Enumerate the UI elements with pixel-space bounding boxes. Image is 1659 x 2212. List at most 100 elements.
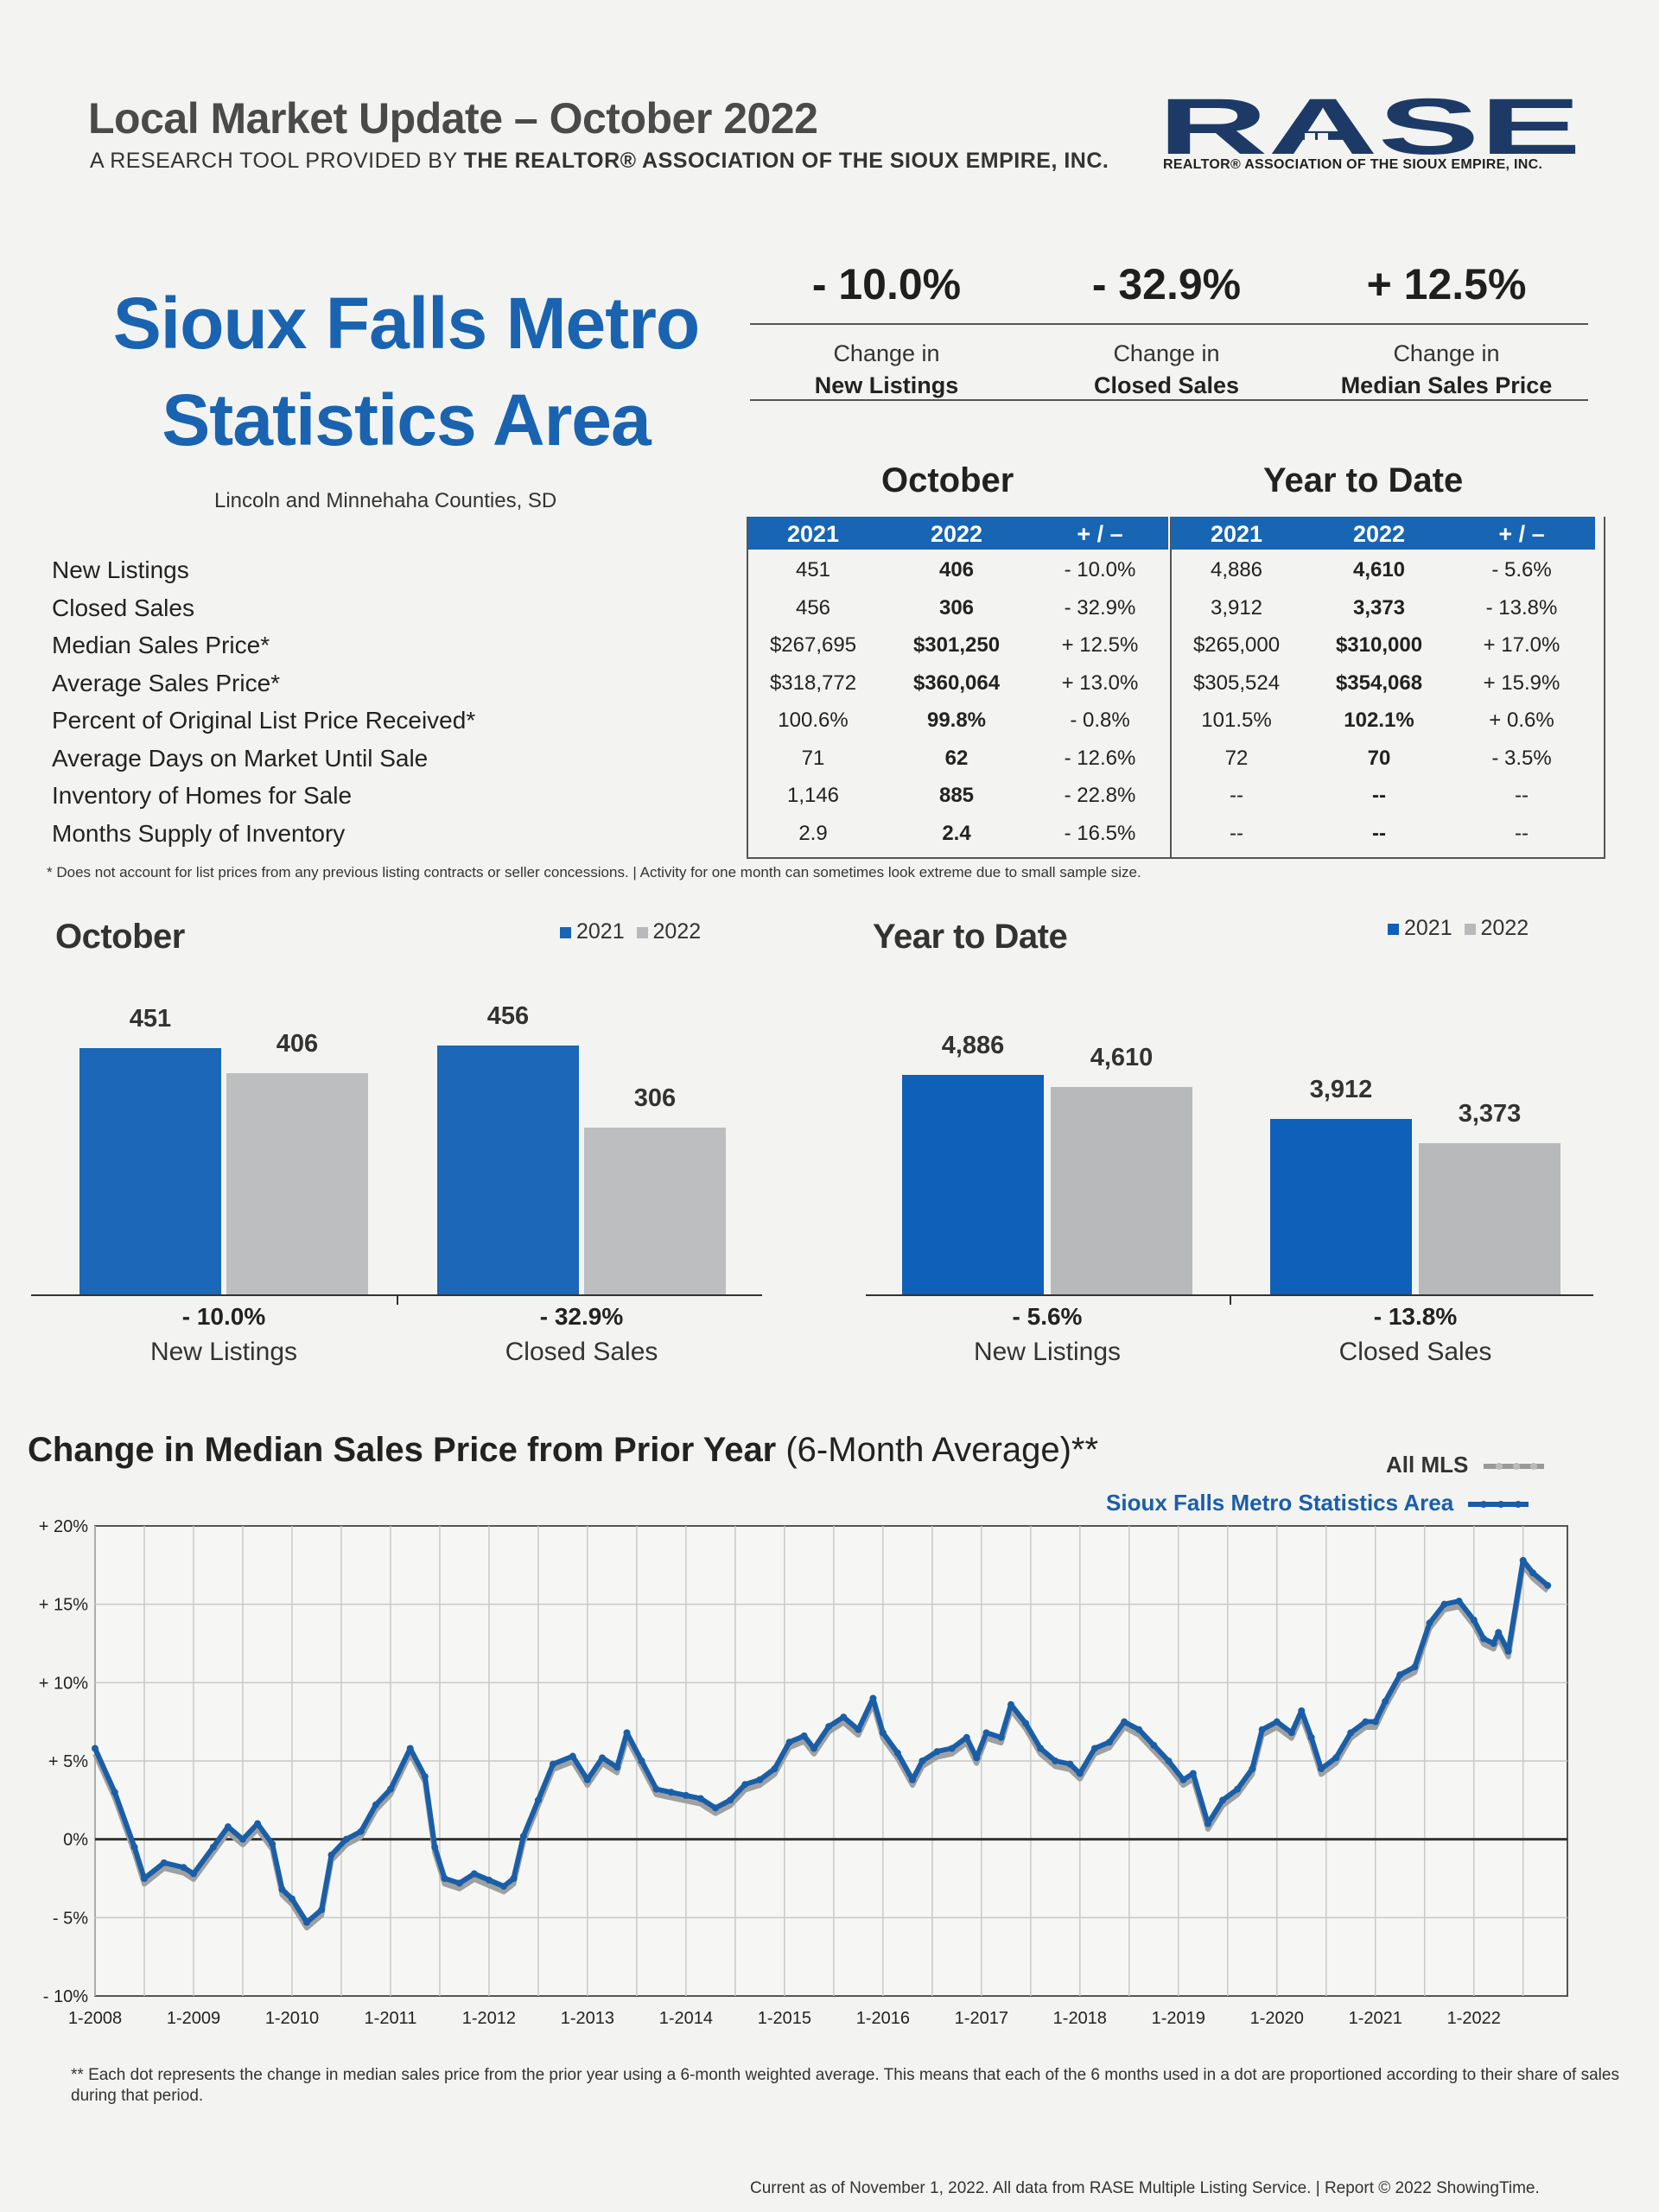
series-point: [500, 1883, 508, 1891]
table-cell: $318,772: [769, 671, 857, 695]
table-row-label: Average Sales Price*: [52, 669, 281, 696]
kpi-value: - 10.0%: [811, 260, 962, 308]
series-point: [696, 1795, 704, 1802]
table-cell: 2.9: [798, 821, 828, 845]
table-cell: 71: [801, 746, 825, 770]
october-chart-title: October: [55, 918, 185, 956]
series-line-all-mls: [92, 1563, 1550, 1931]
table-cell: $265,000: [1192, 633, 1281, 657]
bar-change-label: - 13.8%: [1373, 1303, 1458, 1330]
column-header: 2022: [930, 521, 983, 547]
series-point: [485, 1876, 493, 1884]
series-point: [1105, 1738, 1113, 1746]
series-point: [1219, 1796, 1227, 1804]
area-title: Sioux Falls Metro Statistics Area: [95, 275, 717, 468]
bar-category-label: Closed Sales: [505, 1338, 658, 1366]
legend-label: 2022: [1480, 916, 1529, 940]
column-header: + / –: [1077, 521, 1123, 547]
series-point: [933, 1748, 941, 1756]
bar-2021: [902, 1074, 1044, 1294]
x-tick-label: 1-2019: [1152, 2009, 1205, 2028]
table-cell: - 12.6%: [1064, 746, 1136, 770]
x-tick-label: 1-2012: [462, 2009, 516, 2028]
table-row-label: Percent of Original List Price Received*: [52, 707, 476, 734]
bar-value-label: 451: [129, 1005, 172, 1033]
table-row-label: Median Sales Price*: [52, 632, 270, 658]
table-cell: + 17.0%: [1483, 633, 1560, 657]
table-border-bottom: [747, 857, 1605, 859]
series-point: [1076, 1770, 1084, 1777]
series-point: [840, 1713, 848, 1721]
ytd-chart-title: Year to Date: [873, 918, 1068, 956]
series-point: [278, 1885, 286, 1893]
series-point: [1121, 1718, 1128, 1726]
series-point: [130, 1843, 138, 1851]
table-cell: $305,524: [1192, 671, 1281, 695]
series-point: [421, 1773, 429, 1781]
series-point: [1298, 1707, 1306, 1714]
series-point: [372, 1801, 379, 1808]
series-point: [973, 1754, 981, 1762]
table-cell: 3,373: [1352, 595, 1406, 620]
table-cell: 406: [938, 558, 975, 582]
series-point: [1090, 1745, 1098, 1752]
legend-swatch-2022: [636, 926, 648, 938]
kpi-median-price: + 12.5% Change in Median Sales Price: [1317, 259, 1576, 399]
x-tick-label: 1-2016: [856, 2009, 910, 2028]
line-chart-title-rest: (6-Month Average)**: [776, 1431, 1099, 1469]
series-point: [771, 1765, 779, 1773]
series-point: [982, 1729, 990, 1737]
series-point: [1258, 1726, 1266, 1733]
credit-line: Current as of November 1, 2022. All data…: [750, 2179, 1540, 2197]
series-point: [357, 1827, 365, 1835]
series-point: [997, 1733, 1005, 1741]
kpi-metric: Median Sales Price: [1340, 372, 1553, 398]
series-point: [224, 1823, 232, 1831]
x-tick-label: 1-2015: [758, 2009, 811, 2028]
table-cell: 70: [1367, 746, 1391, 770]
series-point: [1411, 1663, 1419, 1671]
series-point: [682, 1791, 690, 1799]
series-point: [327, 1851, 335, 1859]
line-chart-title-bold: Change in Median Sales Price from Prior …: [28, 1431, 777, 1469]
bar-value-label: 4,610: [1090, 1044, 1154, 1072]
area-counties: Lincoln and Minnehaha Counties, SD: [214, 489, 557, 512]
series-point: [1362, 1718, 1370, 1726]
table-row-label: Months Supply of Inventory: [52, 819, 346, 847]
series-point: [303, 1918, 311, 1926]
table-cell: - 32.9%: [1064, 595, 1136, 620]
series-point: [288, 1895, 296, 1903]
legend-area: Sioux Falls Metro Statistics Area: [1106, 1490, 1530, 1516]
series-point: [1519, 1556, 1527, 1564]
series-point: [810, 1745, 818, 1752]
series-point: [1480, 1635, 1488, 1643]
series-point: [1307, 1733, 1315, 1741]
column-header: 2021: [1210, 521, 1263, 547]
bar-2021: [437, 1046, 579, 1294]
kpi-bottom-rule: [750, 399, 1588, 401]
table-header-october: 2021 2022 + / –: [748, 517, 1168, 550]
kpi-value: + 12.5%: [1366, 260, 1527, 308]
x-tick-label: 1-2020: [1250, 2009, 1304, 2028]
series-point: [1150, 1741, 1158, 1749]
series-point: [431, 1843, 439, 1851]
bar-change-label: - 5.6%: [1012, 1303, 1083, 1330]
kpi-label: Change in: [833, 340, 940, 366]
kpi-label: Change in: [1393, 340, 1500, 366]
table-cell: - 3.5%: [1491, 746, 1552, 770]
line-chart-title: Change in Median Sales Price from Prior …: [28, 1431, 1098, 1470]
area-title-line2: Statistics Area: [162, 379, 652, 461]
table-cell: 4,886: [1210, 558, 1263, 582]
series-point: [550, 1760, 557, 1768]
series-point: [406, 1745, 414, 1752]
bar-2021: [79, 1048, 221, 1294]
kpi-label: Change in: [1113, 340, 1220, 366]
series-point: [1529, 1569, 1537, 1577]
series-point: [1037, 1745, 1045, 1752]
area-title-line1: Sioux Falls Metro: [112, 283, 700, 364]
table-cell: - 16.5%: [1064, 821, 1136, 845]
series-point: [160, 1859, 168, 1866]
series-point: [510, 1875, 518, 1882]
bar-chart-divider-tick: [397, 1294, 398, 1305]
table-cell: 885: [938, 784, 975, 807]
